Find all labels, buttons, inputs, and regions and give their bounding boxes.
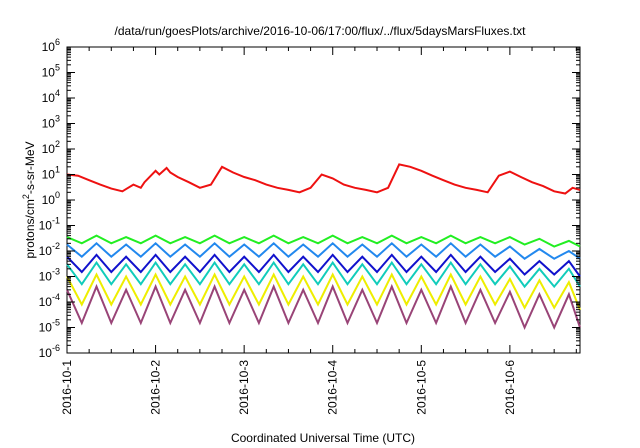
y-tick-label-exp: 5 (55, 63, 60, 73)
series-line-7 (66, 283, 581, 331)
y-axis-label-pre: protons/cm (23, 199, 37, 258)
y-tick-label-exp: -3 (52, 267, 60, 277)
y-tick-label: 102 (42, 139, 60, 156)
y-tick-label: 10-5 (39, 318, 60, 335)
y-tick-label-base: 10 (39, 270, 53, 284)
y-tick-label-exp: -1 (52, 216, 60, 226)
y-axis-label-post: -s-sr-MeV (23, 141, 37, 194)
x-tick-label: 2016-10-6 (503, 360, 517, 415)
y-tick-label: 10-2 (39, 241, 60, 258)
x-tick-label: 2016-10-5 (414, 360, 428, 415)
y-tick-label-base: 10 (39, 295, 53, 309)
y-tick-label-base: 10 (42, 168, 56, 182)
y-tick-label: 101 (42, 165, 60, 182)
y-axis-label: protons/cm2-s-sr-MeV (21, 141, 37, 258)
y-axis-label-sup: 2 (21, 194, 31, 199)
x-tick-label: 2016-10-4 (326, 360, 340, 415)
y-axis-ticks: 10-610-510-410-310-210-11001011021031041… (39, 37, 580, 360)
series-line-5 (66, 260, 581, 289)
y-tick-label-base: 10 (42, 142, 56, 156)
series-line-2 (66, 234, 581, 248)
y-tick-label-exp: 1 (55, 165, 60, 175)
x-tick-label: 2016-10-1 (60, 360, 74, 415)
y-tick-label: 103 (42, 114, 60, 131)
y-tick-label-exp: -2 (52, 241, 60, 251)
y-tick-label-exp: 2 (55, 139, 60, 149)
y-tick-label-exp: 0 (55, 190, 60, 200)
x-axis-label: Coordinated Universal Time (UTC) (231, 431, 415, 445)
y-tick-label-base: 10 (39, 244, 53, 258)
y-tick-label: 10-4 (39, 292, 60, 309)
y-tick-label: 10-6 (39, 343, 60, 360)
y-tick-label: 10-1 (39, 216, 60, 233)
y-tick-label-base: 10 (42, 117, 56, 131)
y-tick-label-base: 10 (42, 193, 56, 207)
y-tick-label-base: 10 (42, 91, 56, 105)
y-tick-label-exp: 3 (55, 114, 60, 124)
y-tick-label-exp: -4 (52, 292, 60, 302)
series-line-4 (66, 253, 581, 278)
y-tick-label-exp: -6 (52, 343, 60, 353)
y-tick-label-base: 10 (39, 321, 53, 335)
x-tick-label: 2016-10-2 (149, 360, 163, 415)
x-axis-ticks: 2016-10-1 2016-10-2 2016-10-3 2016-10-4 2016… (60, 47, 577, 415)
y-tick-label-base: 10 (39, 219, 53, 233)
y-tick-label: 104 (42, 88, 60, 105)
series-line-1 (66, 163, 581, 195)
y-tick-label: 100 (42, 190, 60, 207)
y-tick-label-base: 10 (42, 66, 56, 80)
y-tick-label-exp: 4 (55, 88, 60, 98)
y-tick-label-base: 10 (42, 40, 56, 54)
y-tick-label: 10-3 (39, 267, 60, 284)
y-tick-label-exp: 6 (55, 37, 60, 47)
y-tick-label-exp: -5 (52, 318, 60, 328)
x-tick-label: 2016-10-3 (237, 360, 251, 415)
series-line-6 (66, 272, 581, 311)
chart-title: /data/run/goesPlots/archive/2016-10-06/1… (115, 24, 527, 38)
series-line-3 (66, 241, 581, 260)
y-tick-label: 106 (42, 37, 60, 54)
y-tick-label: 105 (42, 63, 60, 80)
data-series (66, 163, 581, 331)
y-tick-label-base: 10 (39, 346, 53, 360)
